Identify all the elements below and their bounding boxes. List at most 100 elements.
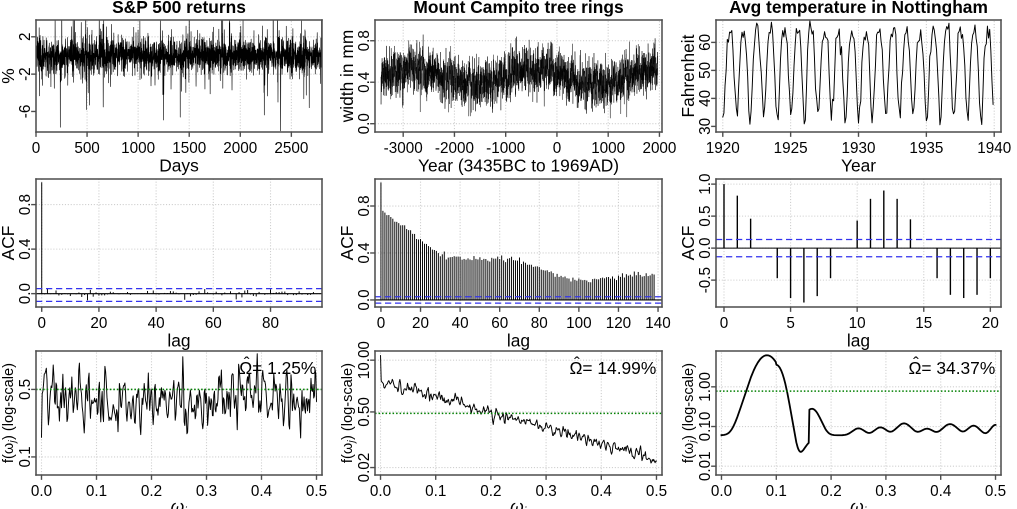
svg-text:0.3: 0.3 bbox=[875, 483, 896, 500]
svg-text:40: 40 bbox=[148, 315, 165, 332]
svg-text:S&P 500 returns: S&P 500 returns bbox=[112, 0, 246, 17]
svg-text:120: 120 bbox=[606, 315, 631, 332]
svg-text:0.0: 0.0 bbox=[356, 289, 373, 310]
svg-text:0.4: 0.4 bbox=[251, 483, 273, 500]
svg-text:40: 40 bbox=[697, 90, 714, 107]
svg-text:Ω ̂ =: Ω ̂ = 1 4 . 9 9 % bbox=[569, 350, 656, 379]
svg-text:60: 60 bbox=[205, 315, 222, 332]
svg-text:0.2: 0.2 bbox=[480, 483, 501, 500]
svg-text:0.02: 0.02 bbox=[356, 453, 373, 483]
svg-text:-3000: -3000 bbox=[384, 140, 423, 157]
svg-text:2000: 2000 bbox=[223, 140, 257, 157]
svg-text:20: 20 bbox=[412, 315, 429, 332]
svg-text:0.5: 0.5 bbox=[646, 483, 667, 500]
svg-text:lag: lag bbox=[167, 330, 190, 350]
svg-text:-6: -6 bbox=[17, 105, 34, 119]
svg-text:0.8: 0.8 bbox=[356, 30, 373, 51]
svg-text:1925: 1925 bbox=[774, 140, 808, 157]
svg-text:0.2: 0.2 bbox=[820, 483, 841, 500]
svg-text:Avg temperature in Nottingham: Avg temperature in Nottingham bbox=[729, 0, 988, 17]
svg-text:0.4: 0.4 bbox=[591, 483, 613, 500]
svg-text:0.8: 0.8 bbox=[17, 194, 34, 215]
svg-text:lag: lag bbox=[507, 330, 530, 350]
svg-text:width in mm: width in mm bbox=[337, 30, 357, 124]
svg-text:0.0: 0.0 bbox=[711, 483, 732, 500]
svg-text:10.00: 10.00 bbox=[356, 341, 373, 379]
svg-text:2000: 2000 bbox=[642, 140, 676, 157]
svg-text:%: % bbox=[0, 68, 18, 83]
svg-text:-0.5: -0.5 bbox=[697, 267, 714, 293]
svg-text:0.5: 0.5 bbox=[17, 379, 34, 400]
svg-text:0.10: 0.10 bbox=[697, 412, 714, 442]
svg-text:lag: lag bbox=[847, 330, 870, 350]
svg-text:1.0: 1.0 bbox=[697, 174, 714, 195]
svg-text:0.1: 0.1 bbox=[17, 446, 34, 467]
svg-text:15: 15 bbox=[915, 315, 932, 332]
svg-text:Mount Campito tree rings: Mount Campito tree rings bbox=[413, 0, 623, 17]
svg-text:0.0: 0.0 bbox=[31, 483, 52, 500]
svg-text:40: 40 bbox=[452, 315, 469, 332]
svg-text:0.0: 0.0 bbox=[697, 238, 714, 259]
svg-text:0.01: 0.01 bbox=[697, 451, 714, 481]
svg-text:0.50: 0.50 bbox=[356, 397, 373, 427]
svg-text:0.4: 0.4 bbox=[356, 242, 373, 264]
svg-text:1000: 1000 bbox=[591, 140, 625, 157]
svg-text:ω j: ω j bbox=[171, 493, 190, 509]
svg-text:0.2: 0.2 bbox=[141, 483, 162, 500]
svg-text:50: 50 bbox=[697, 62, 714, 79]
svg-text:1930: 1930 bbox=[842, 140, 876, 157]
svg-text:ω j: ω j bbox=[850, 493, 869, 509]
svg-text:500: 500 bbox=[74, 140, 99, 157]
svg-text:f ( ω ): f ( ω ) ( l o g - s c a l e ) j bbox=[673, 357, 698, 463]
svg-text:-2: -2 bbox=[17, 67, 34, 81]
svg-text:140: 140 bbox=[645, 315, 670, 332]
svg-text:2500: 2500 bbox=[274, 140, 308, 157]
svg-text:30: 30 bbox=[697, 118, 714, 135]
svg-text:5: 5 bbox=[786, 315, 795, 332]
svg-text:0: 0 bbox=[720, 315, 728, 332]
svg-text:Ω ̂ =: Ω ̂ = 3 4 . 3 7 % bbox=[908, 350, 995, 379]
svg-text:1940: 1940 bbox=[977, 140, 1011, 157]
svg-text:0.4: 0.4 bbox=[17, 238, 34, 260]
svg-text:ACF: ACF bbox=[337, 226, 357, 261]
svg-text:0.5: 0.5 bbox=[697, 206, 714, 227]
svg-text:f ( ω ): f ( ω ) ( l o g - s c a l e ) j bbox=[332, 357, 357, 463]
svg-text:Year: Year bbox=[841, 155, 876, 175]
svg-text:1920: 1920 bbox=[706, 140, 740, 157]
svg-text:ω j: ω j bbox=[510, 493, 529, 509]
svg-text:0.1: 0.1 bbox=[86, 483, 107, 500]
svg-text:0: 0 bbox=[553, 140, 562, 157]
svg-text:1000: 1000 bbox=[121, 140, 155, 157]
svg-text:60: 60 bbox=[697, 34, 714, 51]
svg-text:0.0: 0.0 bbox=[356, 113, 373, 134]
svg-text:-1000: -1000 bbox=[486, 140, 525, 157]
svg-text:1500: 1500 bbox=[172, 140, 206, 157]
svg-text:60: 60 bbox=[491, 315, 508, 332]
svg-text:0: 0 bbox=[377, 315, 386, 332]
svg-text:20: 20 bbox=[90, 315, 107, 332]
svg-text:ACF: ACF bbox=[678, 226, 698, 261]
svg-text:-2000: -2000 bbox=[435, 140, 474, 157]
svg-text:0.4: 0.4 bbox=[356, 71, 373, 93]
svg-text:0.8: 0.8 bbox=[356, 195, 373, 216]
svg-text:0.0: 0.0 bbox=[17, 283, 34, 304]
svg-text:10: 10 bbox=[849, 315, 866, 332]
svg-text:Fahrenheit: Fahrenheit bbox=[678, 34, 698, 117]
svg-text:0: 0 bbox=[37, 315, 46, 332]
svg-text:80: 80 bbox=[262, 315, 279, 332]
svg-text:0.5: 0.5 bbox=[985, 483, 1006, 500]
svg-text:20: 20 bbox=[982, 315, 999, 332]
svg-text:0.3: 0.3 bbox=[535, 483, 556, 500]
svg-text:0.0: 0.0 bbox=[370, 483, 391, 500]
svg-text:80: 80 bbox=[531, 315, 548, 332]
svg-text:0.5: 0.5 bbox=[306, 483, 327, 500]
svg-text:0: 0 bbox=[32, 140, 41, 157]
svg-text:ACF: ACF bbox=[0, 226, 18, 261]
svg-text:Year (3435BC to 1969AD): Year (3435BC to 1969AD) bbox=[418, 155, 619, 175]
svg-text:0.4: 0.4 bbox=[930, 483, 952, 500]
svg-text:Days: Days bbox=[159, 155, 199, 175]
svg-text:1.00: 1.00 bbox=[697, 372, 714, 402]
svg-text:0.1: 0.1 bbox=[425, 483, 446, 500]
svg-text:1935: 1935 bbox=[909, 140, 943, 157]
svg-text:0.1: 0.1 bbox=[766, 483, 787, 500]
